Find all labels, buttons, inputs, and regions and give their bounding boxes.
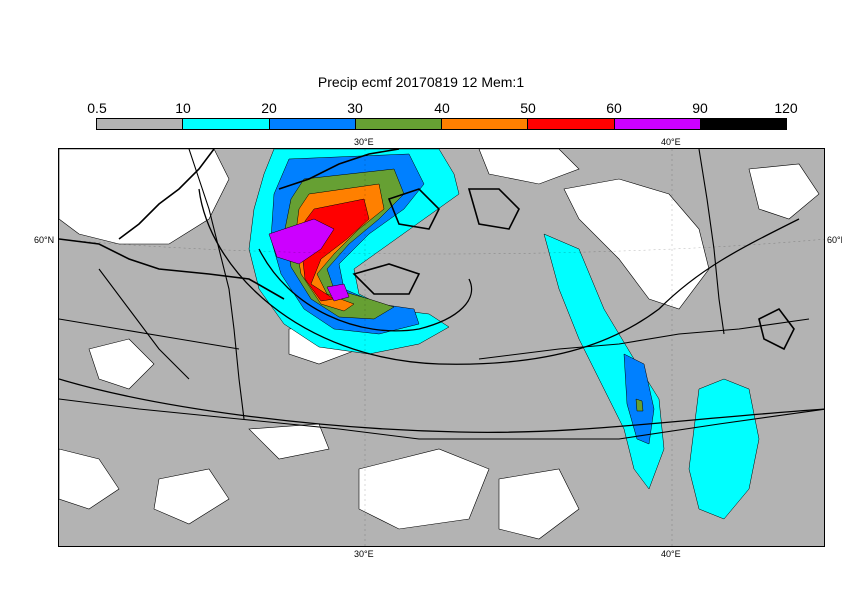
border-line	[188, 149, 245, 420]
lat-tick-label: 60°N	[827, 235, 842, 245]
coastline	[118, 149, 215, 240]
dry-area	[478, 149, 580, 185]
lon-tick-label: 40°E	[661, 549, 681, 559]
lake-outline	[467, 188, 520, 230]
colorbar-label: 30	[347, 100, 363, 116]
lake-outline	[758, 307, 795, 351]
border-line	[698, 149, 725, 335]
dry-area	[59, 448, 120, 510]
lake-outline	[352, 263, 421, 295]
dry-area	[59, 149, 230, 245]
colorbar-label: 60	[606, 100, 622, 116]
dry-area	[358, 448, 490, 530]
precip-band-60-90	[268, 218, 335, 265]
border-line	[59, 398, 824, 440]
precip-band-60-90	[326, 283, 350, 302]
border-line	[98, 268, 190, 380]
border-line	[59, 318, 240, 350]
colorbar-segment	[97, 119, 184, 129]
dry-area	[748, 163, 820, 220]
colorbar-label: 40	[434, 100, 450, 116]
precip-band-20-30	[623, 353, 655, 445]
colorbar-segment	[442, 119, 529, 129]
colorbar-label: 20	[261, 100, 277, 116]
colorbar-label: 90	[692, 100, 708, 116]
colorbar-segment	[700, 119, 786, 129]
coastlines	[59, 149, 795, 351]
lon-tick-label: 30°E	[354, 549, 374, 559]
lat-tick-label: 60°N	[34, 235, 55, 245]
dry-area	[563, 178, 710, 310]
lake-outline	[387, 188, 440, 230]
colorbar-label: 120	[774, 100, 798, 116]
coastline	[59, 238, 285, 300]
dry-area	[153, 468, 230, 525]
precip-band-10-20	[688, 378, 760, 520]
dry-area	[248, 423, 330, 460]
no-precip-areas	[59, 149, 820, 540]
colorbar-segment	[528, 119, 615, 129]
pressure-contour	[59, 378, 824, 434]
precip-map	[59, 149, 824, 546]
pressure-contours	[59, 188, 824, 434]
dry-area	[498, 468, 580, 540]
country-borders	[59, 149, 824, 440]
colorbar-label: 0.5	[87, 100, 107, 116]
pressure-contour	[258, 248, 473, 332]
colorbar	[96, 118, 787, 130]
colorbar-label: 50	[520, 100, 536, 116]
pressure-contour	[198, 188, 800, 365]
coastline	[278, 149, 400, 190]
colorbar-segment	[183, 119, 270, 129]
map-panel	[58, 148, 825, 547]
border-line	[478, 318, 810, 360]
chart-title: Precip ecmf 20170819 12 Mem:1	[317, 74, 525, 90]
precip-band-30-40	[635, 398, 644, 412]
colorbar-label: 10	[175, 100, 191, 116]
lon-tick-label: 30°E	[354, 137, 374, 147]
colorbar-segment	[614, 119, 701, 129]
lon-tick-label: 40°E	[661, 137, 681, 147]
graticule	[59, 149, 824, 546]
precip-system-west	[248, 149, 460, 355]
colorbar-segment	[269, 119, 356, 129]
colorbar-segment	[355, 119, 442, 129]
dry-area	[88, 338, 155, 390]
